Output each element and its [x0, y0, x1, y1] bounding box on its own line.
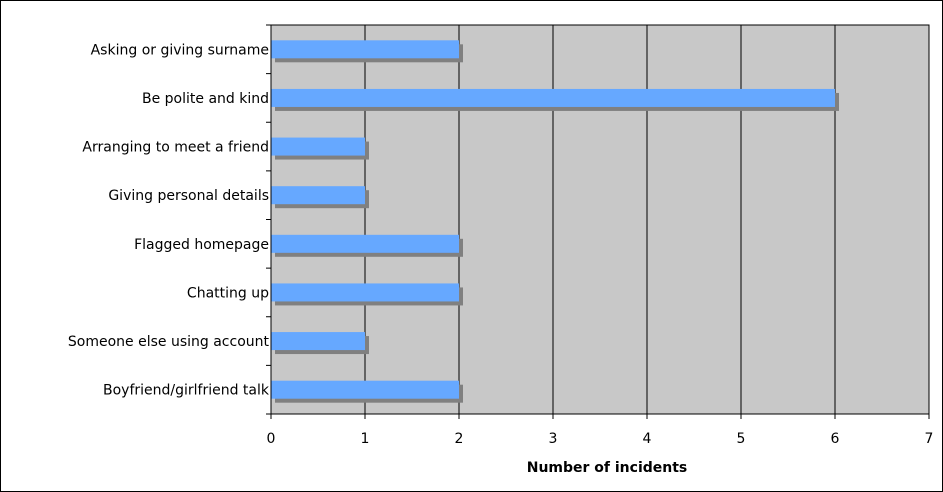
x-axis-title: Number of incidents [527, 460, 688, 476]
bar [271, 332, 365, 351]
x-tick-label: 5 [737, 431, 746, 447]
y-axis-ticks [266, 24, 930, 419]
x-tick-labels: 0 1 2 3 4 5 6 7 [267, 431, 934, 447]
bar [271, 234, 459, 253]
category-label: Boyfriend/girlfriend talk [103, 383, 270, 399]
bar [271, 137, 365, 156]
x-tick-label: 2 [455, 431, 464, 447]
x-tick-label: 0 [267, 431, 276, 447]
bar [271, 283, 459, 302]
x-tick-label: 1 [361, 431, 370, 447]
x-tick-label: 3 [549, 431, 558, 447]
bars [271, 40, 835, 399]
plot-area [270, 24, 930, 415]
x-tick-label: 6 [831, 431, 840, 447]
bar [271, 380, 459, 399]
bar [271, 40, 459, 59]
category-label: Flagged homepage [134, 237, 269, 253]
category-labels: Asking or giving surname Be polite and ki… [68, 42, 270, 398]
category-label: Asking or giving surname [91, 42, 269, 58]
bar [271, 186, 365, 205]
category-label: Someone else using account [68, 334, 270, 350]
bar [271, 88, 835, 107]
category-label: Be polite and kind [142, 91, 269, 107]
category-label: Chatting up [187, 285, 269, 301]
x-tick-label: 4 [643, 431, 652, 447]
category-label: Arranging to meet a friend [82, 140, 269, 156]
x-tick-label: 7 [925, 431, 934, 447]
category-label: Giving personal details [108, 188, 269, 204]
